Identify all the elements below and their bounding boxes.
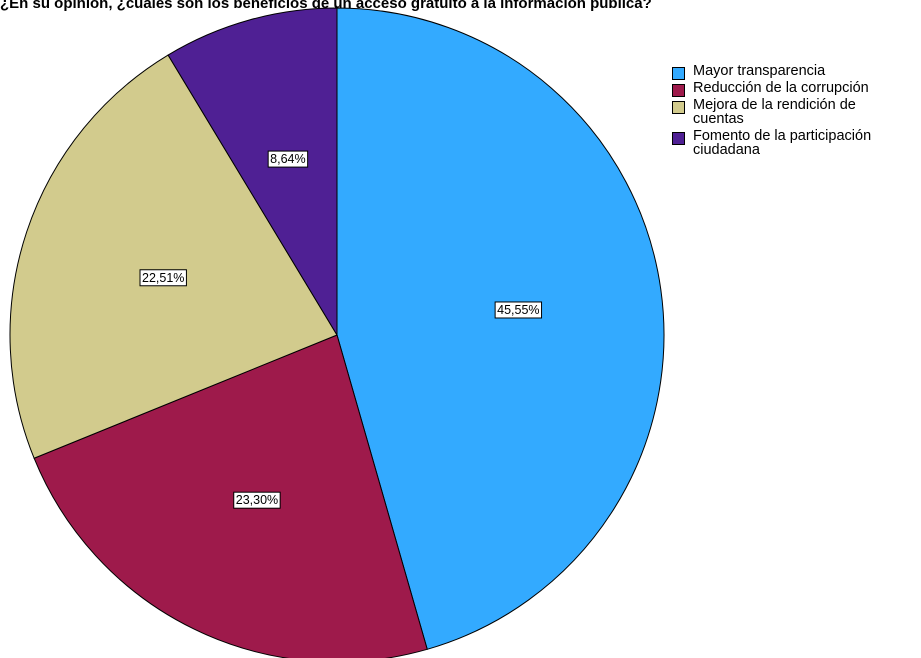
pie-slice-fomento-participacion xyxy=(167,7,338,337)
legend-swatch xyxy=(672,101,685,114)
data-label-text: 8,64% xyxy=(270,152,305,166)
legend-item-mejora-rendicion: Mejora de la rendición de cuentas xyxy=(672,98,921,126)
pie-slice-mayor-transparencia xyxy=(336,7,665,650)
legend-label: Mejora de la rendición de xyxy=(693,97,856,113)
legend-label: Mayor transparencia xyxy=(693,63,826,79)
data-label-text: 45,55% xyxy=(497,303,539,317)
data-label-fomento-participacion: 8,64% xyxy=(267,150,309,168)
legend-swatch xyxy=(672,132,685,145)
data-label-box xyxy=(494,301,543,319)
legend: Mayor transparencia Reducción de la corr… xyxy=(672,64,921,160)
data-label-reduccion-corrupcion: 23,30% xyxy=(233,491,281,509)
data-label-mayor-transparencia: 45,55% xyxy=(494,301,543,319)
pie-slice-reduccion-corrupcion xyxy=(33,334,428,658)
legend-label-line2: cuentas xyxy=(693,111,744,127)
legend-label: Fomento de la participación xyxy=(693,128,872,144)
data-label-box xyxy=(267,150,309,168)
data-label-text: 23,30% xyxy=(236,493,278,507)
data-label-text: 22,51% xyxy=(142,271,184,285)
data-label-mejora-rendicion: 22,51% xyxy=(139,269,187,287)
legend-item-mayor-transparencia: Mayor transparencia xyxy=(672,63,921,80)
chart-title-text: ¿En su opinión, ¿cuáles son los benefici… xyxy=(0,0,652,12)
legend-label: Reducción de la corrupción xyxy=(693,80,869,96)
chart-title: ¿En su opinión, ¿cuáles son los benefici… xyxy=(0,0,921,14)
data-label-box xyxy=(233,491,281,509)
legend-swatch xyxy=(672,84,685,97)
data-label-box xyxy=(139,269,187,287)
legend-swatch xyxy=(672,67,685,80)
legend-label-line2: ciudadana xyxy=(693,142,760,158)
pie-slice-mejora-rendicion xyxy=(9,54,338,459)
legend-item-reduccion-corrupcion: Reducción de la corrupción xyxy=(672,80,921,97)
legend-item-fomento-participacion: Fomento de la participación ciudadana xyxy=(672,129,921,157)
